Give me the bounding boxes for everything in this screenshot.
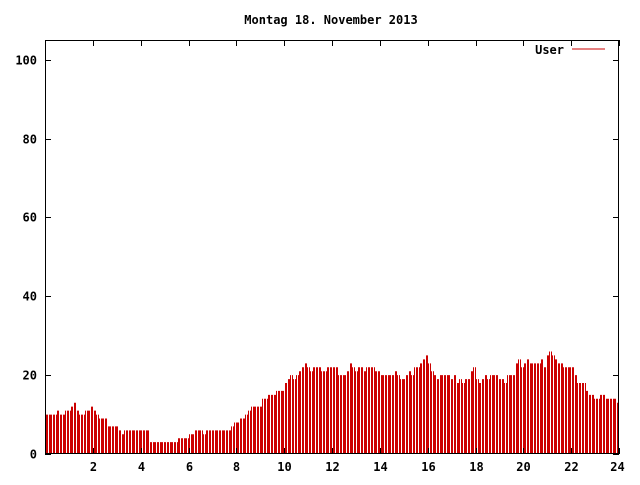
x-tick-label: 14	[373, 460, 387, 474]
y-tick-label: 100	[15, 54, 37, 68]
x-tick-label: 6	[186, 460, 193, 474]
legend: User	[535, 43, 605, 57]
x-tick-label: 24	[610, 460, 624, 474]
y-tick-label: 80	[23, 133, 37, 147]
x-axis: 2 4 6 8 10 12 14 16 18 20 22 24	[90, 40, 625, 474]
x-tick-label: 4	[138, 460, 145, 474]
bars-group	[46, 351, 619, 454]
x-tick-label: 12	[325, 460, 339, 474]
x-tick-label: 18	[469, 460, 483, 474]
chart-title: Montag 18. November 2013	[244, 13, 417, 27]
x-tick-label: 20	[516, 460, 530, 474]
x-tick-label: 2	[90, 460, 97, 474]
legend-label: User	[535, 43, 564, 57]
plot-frame	[45, 40, 619, 454]
y-tick-label: 0	[30, 448, 37, 462]
x-tick-label: 16	[421, 460, 435, 474]
y-axis: 0 20 40 60 80 100	[15, 54, 619, 462]
y-tick-label: 60	[23, 211, 37, 225]
x-tick-label: 22	[564, 460, 578, 474]
x-tick-label: 8	[233, 460, 240, 474]
x-tick-label: 10	[277, 460, 291, 474]
y-tick-label: 20	[23, 369, 37, 383]
y-tick-label: 40	[23, 290, 37, 304]
